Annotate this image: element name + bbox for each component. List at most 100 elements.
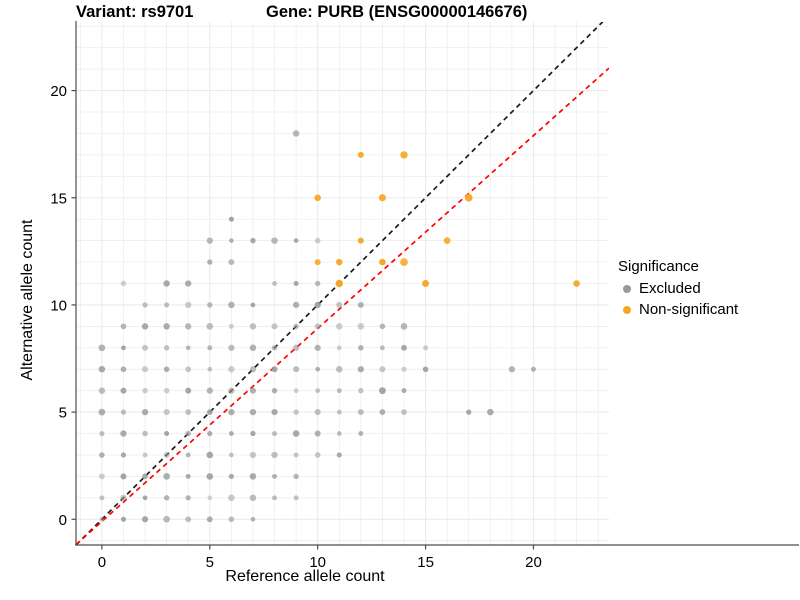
data-point	[293, 366, 300, 373]
data-point	[293, 238, 299, 243]
data-point	[249, 366, 257, 373]
data-point	[228, 431, 234, 436]
axis-lines	[75, 21, 799, 546]
data-point	[401, 388, 407, 394]
data-point	[249, 323, 257, 330]
data-point	[98, 365, 106, 373]
data-point	[229, 238, 234, 243]
reference-line-fit	[76, 67, 609, 545]
legend-item-excluded[interactable]: Excluded	[618, 278, 798, 299]
data-point	[358, 345, 364, 351]
data-point	[293, 388, 299, 394]
data-point	[228, 323, 234, 329]
data-point	[292, 344, 300, 351]
data-point	[379, 366, 386, 373]
y-tick-label: 5	[59, 405, 67, 422]
data-point	[249, 408, 257, 416]
data-point	[293, 452, 299, 458]
data-point	[185, 430, 191, 437]
data-point	[206, 237, 213, 244]
data-point	[141, 366, 149, 373]
legend-dot-excluded-icon	[618, 280, 635, 297]
data-point	[99, 495, 105, 501]
data-point	[250, 237, 256, 244]
data-point	[163, 323, 170, 330]
data-point	[357, 151, 364, 158]
data-point	[229, 452, 234, 458]
series-non-significant	[314, 151, 580, 288]
data-point	[401, 366, 407, 372]
data-point	[141, 323, 149, 330]
data-point	[207, 495, 213, 501]
data-point	[163, 452, 170, 458]
data-point	[464, 193, 473, 202]
legend-item-non-significant[interactable]: Non-significant	[618, 299, 798, 320]
data-point	[120, 494, 127, 501]
data-point	[357, 409, 364, 416]
data-point	[314, 194, 321, 202]
data-point	[379, 323, 386, 330]
data-point	[336, 345, 342, 351]
data-point	[466, 409, 472, 415]
data-point	[185, 409, 192, 415]
data-point	[228, 494, 235, 502]
data-point	[401, 344, 407, 351]
data-point	[184, 301, 192, 309]
reference-lines	[76, 22, 609, 545]
data-point	[271, 366, 278, 373]
y-tick-label: 20	[50, 83, 67, 100]
axis-ticks: 0 5 10 15 20 0 5 10 15 20	[50, 83, 542, 571]
gene-title: Gene: PURB (ENSG00000146676)	[266, 3, 528, 21]
data-point	[357, 301, 364, 308]
data-point	[336, 409, 342, 415]
y-tick-label: 10	[50, 297, 67, 314]
y-tick-label: 15	[50, 190, 67, 207]
data-point	[228, 473, 234, 480]
data-point	[185, 366, 192, 373]
data-point	[271, 387, 278, 394]
variant-title: Variant: rs9701	[76, 3, 194, 21]
data-point	[207, 430, 213, 437]
data-point	[228, 516, 235, 523]
x-tick-label: 10	[309, 554, 326, 571]
data-point	[249, 451, 257, 459]
data-point	[163, 387, 170, 394]
data-point	[142, 473, 148, 480]
data-point	[142, 452, 148, 458]
data-point	[314, 344, 321, 351]
data-point	[422, 366, 429, 373]
data-point	[292, 130, 300, 137]
data-point	[120, 387, 127, 394]
data-point	[357, 237, 364, 244]
y-tick-label: 0	[59, 512, 67, 529]
data-point	[336, 388, 342, 394]
data-point	[228, 387, 235, 394]
data-point	[206, 387, 213, 394]
data-point	[400, 151, 408, 159]
data-point	[142, 430, 148, 437]
data-point	[207, 259, 213, 265]
data-point	[271, 451, 278, 459]
data-point	[206, 473, 214, 480]
data-point	[314, 452, 321, 458]
data-point	[228, 344, 235, 351]
data-point	[443, 237, 451, 244]
data-point	[120, 473, 127, 480]
data-point	[314, 409, 321, 416]
data-point	[99, 452, 105, 458]
data-point	[314, 323, 321, 330]
data-point	[401, 409, 407, 416]
data-point	[185, 323, 192, 330]
data-point	[99, 430, 105, 437]
data-point	[163, 495, 170, 501]
data-point	[120, 516, 127, 522]
data-point	[271, 430, 278, 437]
data-point	[314, 237, 321, 244]
data-point	[292, 301, 300, 309]
data-point	[163, 473, 170, 480]
data-point	[487, 408, 494, 416]
data-point	[163, 366, 170, 373]
data-point	[400, 323, 408, 330]
data-point	[336, 365, 343, 373]
